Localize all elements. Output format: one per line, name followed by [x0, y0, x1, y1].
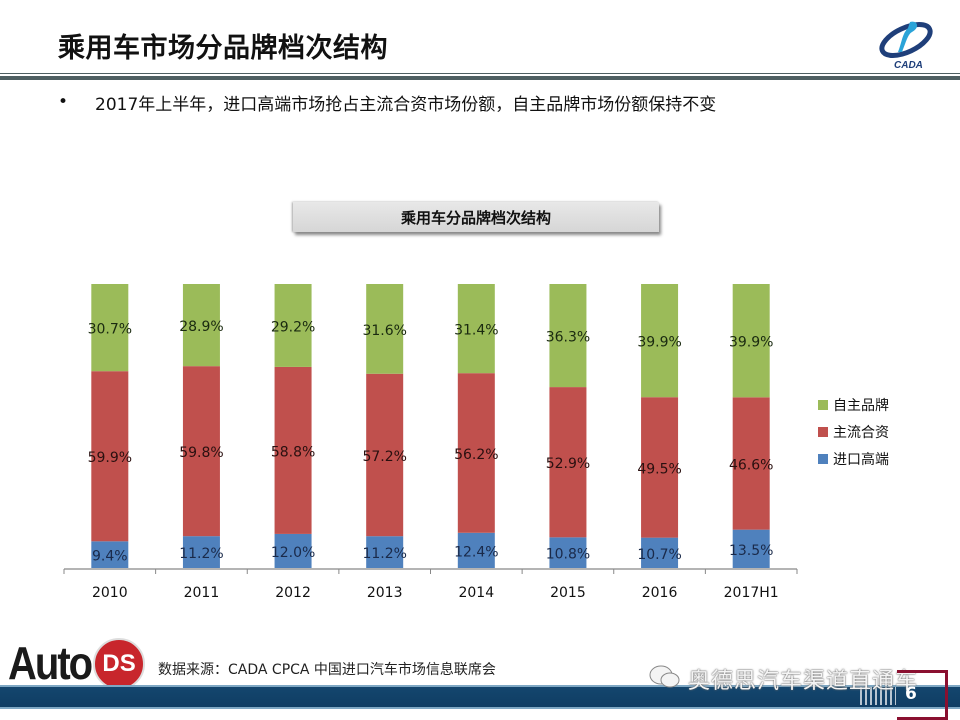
data-label: 52.9% — [546, 456, 590, 472]
bullet-text: 2017年上半年，进口高端市场抢占主流合资市场份额，自主品牌市场份额保持不变 — [95, 95, 717, 115]
data-label: 29.2% — [271, 319, 315, 335]
watermark-text: 奥德思汽车渠道直通车 — [688, 669, 919, 694]
bar-segment-2011-2 — [182, 284, 220, 367]
page-number: 6 — [905, 684, 917, 704]
bar-segment-2014-2 — [457, 284, 495, 374]
bar-segment-2011-1 — [182, 366, 220, 537]
autods-logo-badge: DS — [93, 638, 146, 690]
bar-segment-2014-1 — [457, 373, 495, 533]
data-label: 39.9% — [637, 335, 681, 351]
x-tick-label: 2013 — [367, 585, 403, 601]
data-label: 49.5% — [637, 461, 681, 477]
header-divider-thin — [0, 73, 960, 74]
x-tick-label: 2010 — [92, 585, 128, 601]
data-label: 28.9% — [179, 319, 223, 335]
cada-logo-text: CADA — [894, 60, 923, 70]
bar-segment-2010-2 — [91, 284, 129, 372]
bar-segment-2011-0 — [182, 536, 220, 568]
data-label: 46.6% — [729, 457, 773, 473]
bar-segment-2014-0 — [457, 532, 495, 568]
data-label: 10.8% — [546, 547, 590, 563]
page-number-frame — [897, 670, 948, 720]
bar-segment-2010-1 — [91, 371, 129, 542]
autods-logo-word: Auto — [8, 638, 93, 689]
autods-logo: Auto DS — [8, 638, 146, 690]
bar-segment-2015-2 — [549, 284, 587, 388]
bar-segment-2016-0 — [641, 537, 679, 568]
legend-swatch — [818, 454, 828, 464]
data-label: 56.2% — [454, 447, 498, 463]
data-label: 12.0% — [271, 545, 315, 561]
bar-segment-2017H1-0 — [732, 529, 770, 568]
legend-label: 进口高端 — [833, 451, 889, 468]
bar-segment-2012-1 — [274, 366, 312, 534]
header-divider-thick — [0, 76, 960, 80]
data-label: 11.2% — [362, 546, 406, 562]
bar-segment-2015-0 — [549, 537, 587, 568]
data-label: 58.8% — [271, 444, 315, 460]
data-label: 31.6% — [362, 323, 406, 339]
x-tick-label: 2015 — [550, 585, 586, 601]
cada-logo-icon: CADA — [879, 21, 933, 70]
bar-segment-2013-2 — [366, 284, 404, 374]
wechat-icon — [649, 665, 680, 688]
bullet-marker: • — [58, 92, 69, 112]
bar-segment-2017H1-1 — [732, 397, 770, 530]
data-label: 12.4% — [454, 544, 498, 560]
chart-title: 乘用车分品牌档次结构 — [400, 208, 551, 227]
bar-segment-2017H1-2 — [732, 284, 770, 398]
bar-segment-2012-0 — [274, 533, 312, 568]
x-axis: 2010 2011 2012 2013 2014 2015 2016 2017H1 — [63, 568, 798, 601]
data-label: 39.9% — [729, 335, 773, 351]
bar-segment-2013-0 — [366, 536, 404, 568]
bar-segment-2012-2 — [274, 284, 312, 367]
bar-segment-2016-1 — [641, 397, 679, 538]
data-label: 57.2% — [362, 449, 406, 465]
x-tick-label: 2017H1 — [724, 585, 779, 601]
bar-segment-2015-1 — [549, 387, 587, 538]
slide-title: 乘用车市场分品牌档次结构 — [58, 33, 388, 64]
legend-swatch — [818, 400, 828, 410]
bar-segment-2013-1 — [366, 373, 404, 537]
chart-title-box: 乘用车分品牌档次结构 — [293, 202, 659, 232]
data-label: 30.7% — [88, 322, 132, 338]
data-label: 59.8% — [179, 445, 223, 461]
data-labels-group: 9.4% 59.9% 30.7% 11.2% 59.8% 28.9% 12.0% 58.8% 2… — [88, 319, 774, 565]
data-label: 9.4% — [92, 549, 128, 565]
data-label: 59.9% — [88, 450, 132, 466]
data-source-note: 数据来源：CADA CPCA 中国进口汽车市场信息联席会 — [158, 662, 496, 678]
data-label: 11.2% — [179, 546, 223, 562]
bars-group — [91, 284, 770, 568]
data-label: 31.4% — [454, 323, 498, 339]
x-tick-label: 2014 — [458, 585, 494, 601]
legend-label: 自主品牌 — [833, 397, 889, 414]
x-tick-label: 2016 — [642, 585, 678, 601]
footer-band — [0, 685, 960, 709]
legend-swatch — [818, 427, 828, 437]
data-label: 36.3% — [546, 330, 590, 346]
bar-segment-2016-2 — [641, 284, 679, 398]
data-label: 10.7% — [637, 547, 681, 563]
legend-label: 主流合资 — [833, 425, 889, 441]
x-tick-label: 2012 — [275, 585, 311, 601]
x-tick-label: 2011 — [184, 585, 220, 601]
footer-stripes — [860, 687, 896, 705]
data-label: 13.5% — [729, 543, 773, 559]
bar-segment-2010-0 — [91, 541, 129, 568]
